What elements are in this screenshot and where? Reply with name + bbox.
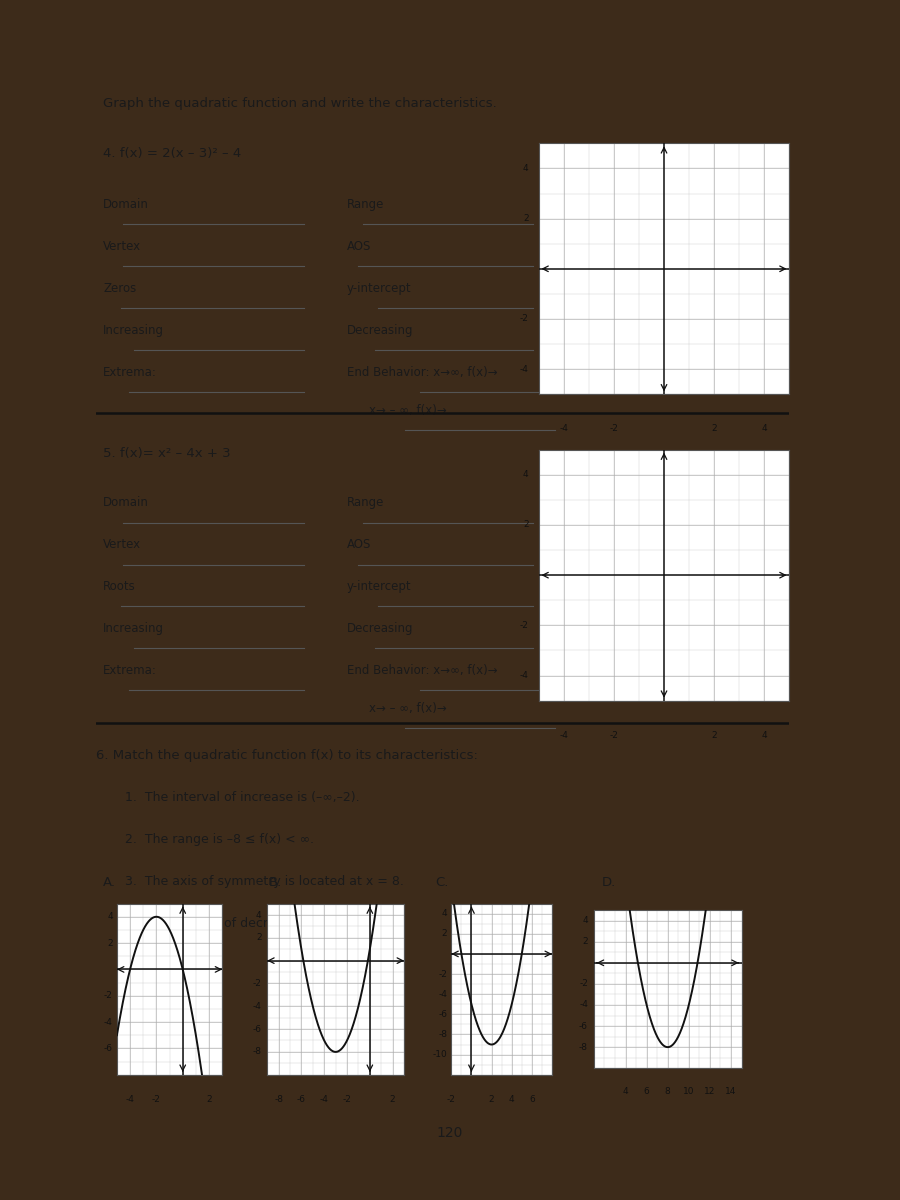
Text: 4: 4 [761, 425, 767, 433]
Text: AOS: AOS [346, 240, 371, 253]
Text: 4: 4 [442, 910, 447, 918]
Text: Extrema:: Extrema: [104, 664, 157, 677]
Text: -4: -4 [519, 365, 528, 373]
Text: 120: 120 [436, 1126, 464, 1140]
Text: Domain: Domain [104, 198, 149, 211]
Text: 2: 2 [442, 929, 447, 938]
Text: 4: 4 [107, 912, 112, 922]
Text: Domain: Domain [104, 496, 149, 509]
Text: x→ – ∞, f(x)→: x→ – ∞, f(x)→ [369, 403, 446, 416]
Text: 2: 2 [711, 731, 717, 739]
Text: 2: 2 [711, 425, 717, 433]
Text: -4: -4 [519, 671, 528, 680]
Text: 2: 2 [107, 938, 112, 948]
Text: Decreasing: Decreasing [346, 622, 413, 635]
Text: -4: -4 [559, 425, 568, 433]
Text: 14: 14 [725, 1087, 737, 1097]
Text: Roots: Roots [104, 580, 136, 593]
Text: 6: 6 [644, 1087, 650, 1097]
Text: -2: -2 [579, 979, 588, 989]
Text: 2.  The range is –8 ≤ f(x) < ∞.: 2. The range is –8 ≤ f(x) < ∞. [125, 833, 314, 846]
Text: 10: 10 [683, 1087, 695, 1097]
Text: 2: 2 [523, 214, 528, 223]
Text: 3.  The axis of symmetry is located at x = 8.: 3. The axis of symmetry is located at x … [125, 875, 404, 888]
Text: 4.  The interval of decrease is –∞ < x < –8.: 4. The interval of decrease is –∞ < x < … [125, 917, 395, 930]
Text: -6: -6 [297, 1096, 306, 1104]
Text: -4: -4 [579, 1001, 588, 1009]
Text: Vertex: Vertex [104, 538, 141, 551]
Text: 2: 2 [582, 937, 588, 947]
Text: D.: D. [601, 876, 616, 889]
Text: -2: -2 [519, 314, 528, 324]
Text: 4: 4 [582, 916, 588, 925]
Text: -4: -4 [126, 1096, 134, 1104]
Text: -6: -6 [438, 1010, 447, 1019]
Text: Range: Range [346, 496, 384, 509]
Text: Graph the quadratic function and write the characteristics.: Graph the quadratic function and write t… [104, 97, 497, 109]
Text: 4: 4 [523, 470, 528, 479]
Text: -2: -2 [438, 970, 447, 978]
Text: -4: -4 [438, 990, 447, 998]
Text: y-intercept: y-intercept [346, 580, 411, 593]
Text: -6: -6 [579, 1021, 588, 1031]
Text: -2: -2 [343, 1096, 352, 1104]
Text: 2: 2 [206, 1096, 211, 1104]
Text: 4: 4 [523, 164, 528, 173]
Text: -6: -6 [104, 1044, 112, 1052]
Text: 4. f(x) = 2(x – 3)² – 4: 4. f(x) = 2(x – 3)² – 4 [104, 146, 241, 160]
Text: 12: 12 [704, 1087, 716, 1097]
Text: 4: 4 [761, 731, 767, 739]
Text: -6: -6 [253, 1025, 262, 1033]
Text: 2: 2 [390, 1096, 395, 1104]
Text: 1.  The interval of increase is (–∞,–2).: 1. The interval of increase is (–∞,–2). [125, 791, 360, 804]
Text: C.: C. [436, 876, 448, 889]
Text: Zeros: Zeros [104, 282, 137, 295]
Text: 6. Match the quadratic function f(x) to its characteristics:: 6. Match the quadratic function f(x) to … [95, 749, 478, 762]
Text: -8: -8 [253, 1048, 262, 1056]
Text: 4: 4 [256, 911, 262, 919]
Text: -2: -2 [609, 425, 618, 433]
Text: -2: -2 [253, 979, 262, 988]
Text: -8: -8 [438, 1030, 447, 1039]
Text: 4: 4 [623, 1087, 628, 1097]
Text: End Behavior: x→∞, f(x)→: End Behavior: x→∞, f(x)→ [346, 664, 498, 677]
Text: 4: 4 [508, 1096, 515, 1104]
Text: x→ – ∞, f(x)→: x→ – ∞, f(x)→ [369, 702, 446, 715]
Text: Decreasing: Decreasing [346, 324, 413, 337]
Text: 2: 2 [523, 521, 528, 529]
Text: Extrema:: Extrema: [104, 366, 157, 379]
Text: -2: -2 [447, 1096, 455, 1104]
Text: -4: -4 [104, 1018, 112, 1026]
Text: 8: 8 [665, 1087, 670, 1097]
Text: AOS: AOS [346, 538, 371, 551]
Text: Range: Range [346, 198, 384, 211]
Text: -8: -8 [579, 1043, 588, 1051]
Text: Increasing: Increasing [104, 324, 164, 337]
Text: -10: -10 [433, 1050, 447, 1060]
Text: Increasing: Increasing [104, 622, 164, 635]
Text: -2: -2 [609, 731, 618, 739]
Text: -4: -4 [253, 1002, 262, 1010]
Text: End Behavior: x→∞, f(x)→: End Behavior: x→∞, f(x)→ [346, 366, 498, 379]
Text: y-intercept: y-intercept [346, 282, 411, 295]
Text: Vertex: Vertex [104, 240, 141, 253]
Text: 2: 2 [489, 1096, 494, 1104]
Text: -2: -2 [519, 620, 528, 630]
Text: B.: B. [269, 876, 283, 889]
Text: 5. f(x)= x² – 4x + 3: 5. f(x)= x² – 4x + 3 [104, 448, 230, 461]
Text: -2: -2 [152, 1096, 161, 1104]
Text: 6: 6 [529, 1096, 535, 1104]
Text: -4: -4 [320, 1096, 328, 1104]
Text: 2: 2 [256, 934, 262, 942]
Text: A.: A. [104, 876, 116, 889]
Text: -2: -2 [104, 991, 112, 1001]
Text: -4: -4 [559, 731, 568, 739]
Text: -8: -8 [274, 1096, 284, 1104]
